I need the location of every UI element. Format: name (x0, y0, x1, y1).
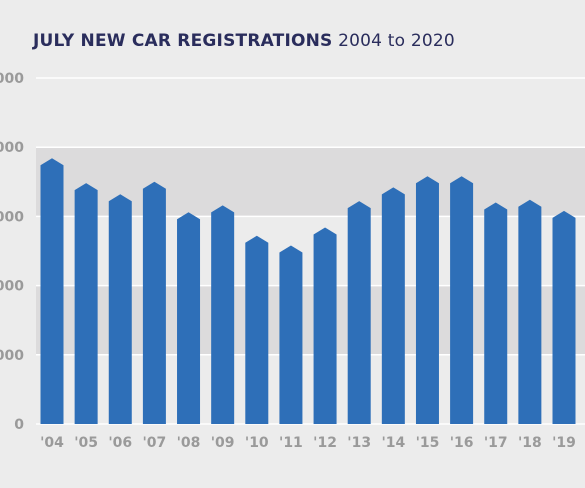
bar (381, 187, 405, 424)
bar (40, 158, 64, 424)
bar (142, 181, 166, 424)
x-tick-label: '11 (279, 435, 303, 451)
bar (484, 202, 508, 424)
x-tick-label: '09 (211, 435, 235, 451)
x-tick-label: '15 (416, 435, 440, 451)
x-tick-label: '17 (484, 435, 508, 451)
bar (415, 176, 439, 424)
bar (518, 199, 542, 424)
x-tick-label: '05 (74, 435, 98, 451)
grid-band (36, 78, 585, 148)
x-tick-label: '06 (108, 435, 132, 451)
y-tick-label: 0 (14, 417, 24, 433)
bar (552, 210, 576, 424)
x-tick-label: '16 (450, 435, 474, 451)
x-tick-label: '04 (40, 435, 64, 451)
x-tick-label: '14 (381, 435, 405, 451)
bar (347, 201, 371, 424)
x-tick-label: '19 (552, 435, 576, 451)
x-tick-label: '10 (245, 435, 269, 451)
bar (279, 245, 303, 424)
bar (211, 205, 235, 424)
bar (74, 183, 98, 424)
bar (313, 227, 337, 424)
bar (450, 176, 474, 424)
chart-title-sub: 2004 to 2020 (338, 31, 455, 51)
x-tick-label: '12 (313, 435, 337, 451)
chart-title-main: JULY NEW CAR REGISTRATIONS (33, 31, 333, 51)
bar (108, 194, 132, 424)
x-tick-label: '07 (143, 435, 167, 451)
bar (177, 212, 201, 424)
x-tick-label: '18 (518, 435, 542, 451)
bar (245, 235, 269, 424)
x-tick-label: '08 (177, 435, 201, 451)
x-tick-label: '13 (347, 435, 371, 451)
chart-title: JULY NEW CAR REGISTRATIONS 2004 to 2020 (33, 31, 455, 51)
